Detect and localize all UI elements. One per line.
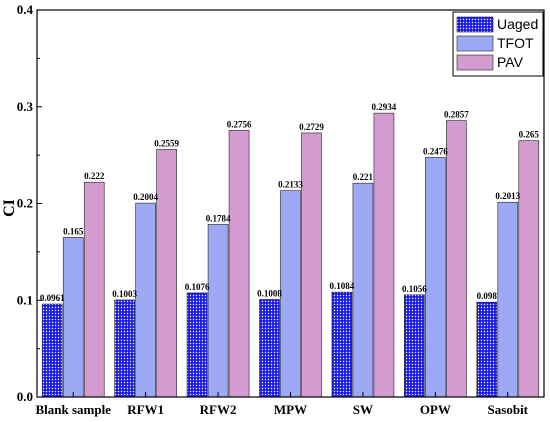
data-label: 0.1056 (402, 284, 427, 294)
legend-label-pav: PAV (497, 54, 524, 70)
x-tick-label: MPW (274, 402, 307, 417)
data-label: 0.2756 (227, 119, 252, 129)
data-label: 0.1003 (112, 289, 137, 299)
bar-pav-5 (446, 120, 467, 398)
y-tick-label: 0.2 (17, 196, 33, 211)
data-label: 0.2476 (423, 146, 448, 156)
bar-uaged-6 (476, 301, 498, 398)
data-label: 0.1008 (257, 288, 282, 298)
y-tick-label: 0.4 (17, 2, 34, 17)
bar-tfot-3 (280, 190, 301, 398)
x-tick-label: Blank sample (35, 402, 111, 417)
legend: Uaged TFOT PAV (452, 11, 544, 77)
data-label: 0.2729 (299, 122, 324, 132)
data-label: 0.1784 (206, 213, 231, 223)
data-label: 0.221 (353, 172, 374, 182)
bar-pav-2 (228, 130, 250, 398)
bar-pav-0 (83, 181, 105, 398)
bars (41, 112, 540, 398)
y-tick-label: 0.3 (17, 99, 34, 114)
data-label: 0.2559 (154, 138, 179, 148)
x-tick-label: RFW2 (200, 402, 237, 417)
data-labels: 0.0961 0.165 0.222 0.1003 0.2004 0.2559 0.1076… (40, 102, 540, 303)
data-label: 0.1076 (185, 282, 210, 292)
bar-tfot-2 (207, 224, 229, 398)
y-axis-title: CI (1, 199, 18, 217)
legend-swatch-uaged (456, 16, 494, 33)
y-tick-label: 0.0 (17, 389, 33, 404)
bar-pav-1 (156, 149, 177, 398)
data-label: 0.222 (84, 171, 105, 181)
x-tick-label: SW (353, 402, 373, 417)
bar-pav-3 (301, 132, 322, 398)
bar-tfot-5 (425, 157, 446, 398)
legend-label-tfot: TFOT (497, 35, 534, 51)
bar-tfot-6 (497, 201, 519, 398)
data-label: 0.098 (477, 291, 498, 301)
data-label: 0.2004 (133, 192, 158, 202)
bar-uaged-0 (41, 303, 63, 398)
bar-tfot-1 (135, 202, 156, 398)
legend-label-uaged: Uaged (497, 16, 538, 32)
data-label: 0.0961 (40, 293, 65, 303)
data-label: 0.2934 (372, 102, 397, 112)
bar-uaged-1 (114, 299, 135, 398)
bar-uaged-5 (404, 294, 425, 398)
x-tick-label: Sasobit (488, 402, 529, 417)
x-tick-label: RFW1 (127, 402, 164, 417)
data-label: 0.2857 (444, 110, 469, 120)
data-label: 0.2133 (278, 180, 303, 190)
bar-uaged-2 (186, 292, 208, 398)
bar-pav-6 (518, 140, 540, 398)
x-tick-label: OPW (420, 402, 451, 417)
x-axis-ticks: Blank sample RFW1 RFW2 MPW SW OPW Sasobit (35, 392, 529, 417)
bar-pav-4 (373, 112, 395, 398)
y-axis-ticks: 0.0 0.1 0.2 0.3 0.4 (17, 2, 42, 404)
bar-tfot-0 (62, 237, 84, 398)
legend-swatch-pav (456, 54, 494, 71)
data-label: 0.2013 (495, 191, 520, 201)
data-label: 0.265 (519, 130, 540, 140)
bar-tfot-4 (352, 182, 374, 398)
data-label: 0.1084 (330, 281, 355, 291)
y-tick-label: 0.1 (17, 292, 33, 307)
bar-uaged-3 (259, 299, 280, 398)
plot-frame (36, 9, 545, 398)
data-label: 0.165 (63, 226, 84, 236)
legend-swatch-tfot (456, 35, 494, 52)
bar-uaged-4 (331, 291, 353, 398)
